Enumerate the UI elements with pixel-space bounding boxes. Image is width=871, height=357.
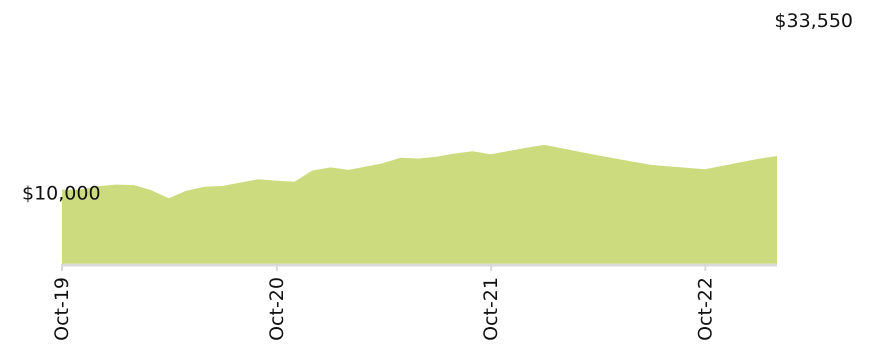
y-tick-label-10000: $10,000 xyxy=(22,182,101,204)
x-tick-label-oct-21: Oct-21 xyxy=(480,277,502,341)
x-axis-ticks xyxy=(61,264,707,271)
x-tick-label-oct-22: Oct-22 xyxy=(694,277,716,341)
y-tick-label-33550: $33,550 xyxy=(774,10,853,32)
area-series xyxy=(62,144,777,264)
x-tick-label-oct-19: Oct-19 xyxy=(51,277,73,341)
x-tick-label-oct-20: Oct-20 xyxy=(266,277,288,341)
